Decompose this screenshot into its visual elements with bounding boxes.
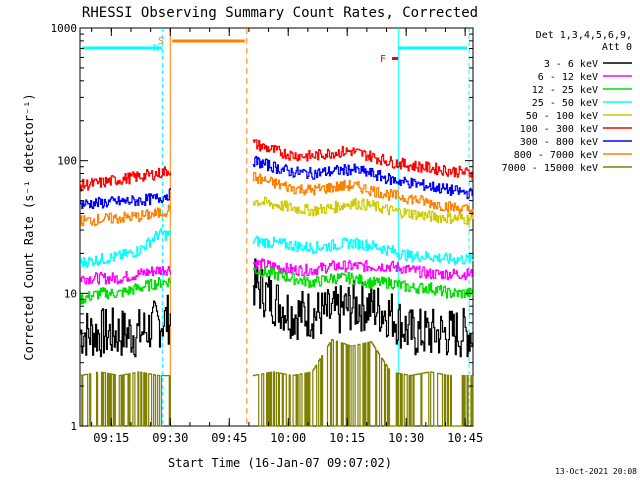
legend: 3 - 6 keV 6 - 12 keV 12 - 25 keV 25 - 50 ke… <box>502 59 632 174</box>
series-line <box>79 266 171 285</box>
x-tick-label: 09:45 <box>211 431 247 445</box>
legend-label: 50 - 100 keV <box>526 111 598 122</box>
series-line <box>79 188 171 209</box>
series-line <box>252 171 474 217</box>
x-axis-ticks: 09:15 09:30 09:45 10:00 10:15 10:30 10:45 <box>91 28 483 445</box>
series-line <box>252 258 474 358</box>
y-tick-label: 100 <box>57 155 77 168</box>
chart-title: RHESSI Observing Summary Count Rates, Co… <box>82 5 478 21</box>
legend-header-line2: Att 0 <box>602 42 632 53</box>
legend-label: 800 - 7000 keV <box>514 150 598 161</box>
series-line <box>252 339 474 427</box>
x-tick-label: 09:30 <box>152 431 188 445</box>
y-axis-label: Corrected Count Rate (s⁻¹ detector⁻¹) <box>22 93 36 360</box>
legend-header-line1: Det 1,3,4,5,6,9, <box>536 30 632 41</box>
annotation-s: S <box>158 36 164 47</box>
y-axis-ticks: 1 10 100 1000 <box>51 22 473 433</box>
series-line <box>252 139 474 180</box>
series-line <box>79 371 171 427</box>
plot-frame <box>79 27 474 427</box>
series-line <box>79 228 171 268</box>
y-tick-label: 1000 <box>51 22 78 35</box>
series-line <box>252 196 474 226</box>
x-tick-label: 10:45 <box>447 431 483 445</box>
series-line <box>79 204 171 228</box>
attenuator-gap-markers <box>161 28 470 426</box>
series-layer <box>79 139 474 427</box>
series-line <box>252 155 474 200</box>
legend-label: 7000 - 15000 keV <box>502 163 598 174</box>
x-axis-label: Start Time (16-Jan-07 09:07:02) <box>168 456 392 470</box>
state-bars <box>82 39 467 50</box>
y-tick-label: 1 <box>70 420 77 433</box>
x-tick-label: 09:15 <box>93 431 129 445</box>
series-line <box>79 294 171 358</box>
legend-label: 300 - 800 keV <box>520 137 598 148</box>
legend-label: 25 - 50 keV <box>532 98 598 109</box>
series-line <box>79 166 171 192</box>
series-line <box>252 258 474 281</box>
x-tick-label: 10:00 <box>270 431 306 445</box>
legend-label: 100 - 300 keV <box>520 124 598 135</box>
footer-timestamp: 13-Oct-2021 20:08 <box>555 467 637 476</box>
series-line <box>79 277 171 305</box>
series-line <box>252 235 474 265</box>
flare-marker <box>392 57 398 60</box>
x-tick-label: 10:30 <box>388 431 424 445</box>
legend-label: 12 - 25 keV <box>532 85 598 96</box>
annotation-f: F <box>380 54 386 65</box>
x-tick-label: 10:15 <box>329 431 365 445</box>
y-tick-label: 10 <box>64 287 77 300</box>
series-line <box>252 266 474 299</box>
annotation-n: N <box>153 43 159 54</box>
legend-label: 3 - 6 keV <box>544 59 598 70</box>
legend-label: 6 - 12 keV <box>538 72 598 83</box>
